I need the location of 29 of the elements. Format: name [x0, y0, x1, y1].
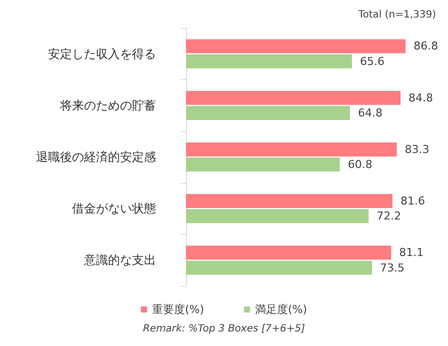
data-label: 60.8 — [348, 158, 372, 172]
legend-label: 満足度(%) — [255, 303, 308, 316]
text: Total (n=1,339) — [357, 10, 436, 20]
bar — [186, 39, 406, 54]
data-label: 83.3 — [404, 142, 430, 156]
data-label: 86.8 — [414, 40, 438, 53]
data-label: 65.6 — [360, 54, 384, 68]
y-tick-label: 借金がない状態 — [72, 202, 156, 216]
bar — [186, 209, 369, 224]
bar — [186, 158, 340, 172]
bar — [186, 194, 392, 208]
y-tick-label: 安定した収入を得る — [48, 46, 156, 61]
bar — [186, 246, 392, 260]
data-label: 84.8 — [408, 91, 434, 104]
text: Remark: %Top 3 Boxes [7+6+5] — [142, 324, 306, 334]
data-label: 81.6 — [400, 194, 425, 208]
data-label: 81.1 — [399, 246, 424, 260]
legend-label: 重要度(%) — [152, 303, 204, 316]
y-tick-label: 将来のための貯蓄 — [59, 98, 156, 112]
bar — [186, 106, 350, 120]
bar — [186, 54, 352, 68]
data-label: 72.2 — [376, 210, 402, 223]
data-label: 64.8 — [358, 106, 382, 120]
data-label: 73.5 — [380, 261, 404, 274]
bar — [186, 142, 397, 156]
y-tick-label: 退職後の経済的安定感 — [36, 150, 156, 164]
bar — [186, 260, 372, 275]
y-tick-label: 意識的な支出 — [83, 253, 156, 268]
bar — [186, 90, 401, 105]
